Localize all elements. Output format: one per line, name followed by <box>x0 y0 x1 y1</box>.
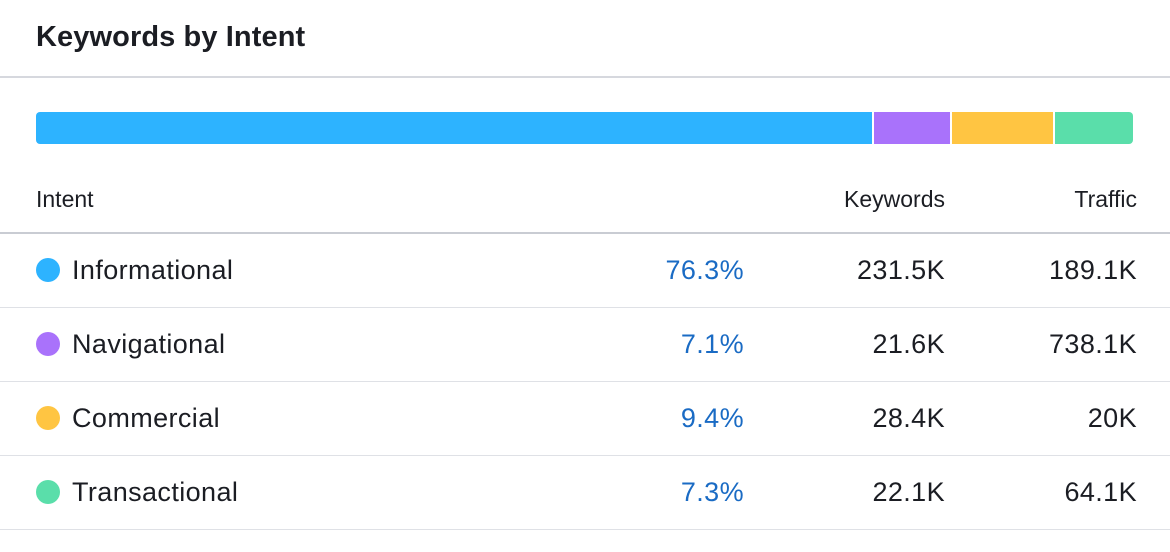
intent-keywords-count: 231.5K <box>857 255 945 285</box>
widget-header: Keywords by Intent <box>0 0 1170 78</box>
intent-name: Commercial <box>72 403 221 433</box>
intent-traffic-value: 20K <box>1087 403 1137 433</box>
bar-segment-navigational[interactable] <box>872 112 950 144</box>
column-header-keywords[interactable]: Keywords <box>844 186 945 212</box>
transactional-dot-icon <box>36 480 60 504</box>
table-header-row: Intent Keywords Traffic <box>0 166 1170 234</box>
navigational-dot-icon <box>36 332 60 356</box>
intent-traffic-value: 189.1K <box>1049 255 1137 285</box>
intent-name: Transactional <box>72 477 239 507</box>
intent-share-link[interactable]: 7.1% <box>680 329 744 359</box>
table-row-informational: Informational 76.3% 231.5K 189.1K <box>0 234 1170 308</box>
table-row-transactional: Transactional 7.3% 22.1K 64.1K <box>0 456 1170 530</box>
intent-table: Intent Keywords Traffic Informational 76… <box>0 166 1170 530</box>
intent-traffic-value: 738.1K <box>1049 329 1137 359</box>
commercial-dot-icon <box>36 406 60 430</box>
bar-segment-transactional[interactable] <box>1052 112 1133 144</box>
intent-keywords-count: 21.6K <box>872 329 945 359</box>
column-header-intent: Intent <box>36 186 94 212</box>
intent-name: Navigational <box>72 329 226 359</box>
intent-name: Informational <box>72 255 234 285</box>
intent-keywords-count: 28.4K <box>872 403 945 433</box>
intent-traffic-value: 64.1K <box>1064 477 1137 507</box>
bar-segment-informational[interactable] <box>36 112 873 144</box>
intent-keywords-count: 22.1K <box>872 477 945 507</box>
table-row-commercial: Commercial 9.4% 28.4K 20K <box>0 382 1170 456</box>
bar-segment-commercial[interactable] <box>949 112 1053 144</box>
intent-share-link[interactable]: 7.3% <box>680 477 744 507</box>
widget-title: Keywords by Intent <box>36 20 306 53</box>
informational-dot-icon <box>36 258 60 282</box>
intent-distribution-bar <box>36 112 1133 144</box>
column-header-traffic[interactable]: Traffic <box>1074 186 1137 212</box>
intent-share-link[interactable]: 9.4% <box>680 403 744 433</box>
intent-share-link[interactable]: 76.3% <box>665 255 744 285</box>
table-row-navigational: Navigational 7.1% 21.6K 738.1K <box>0 308 1170 382</box>
